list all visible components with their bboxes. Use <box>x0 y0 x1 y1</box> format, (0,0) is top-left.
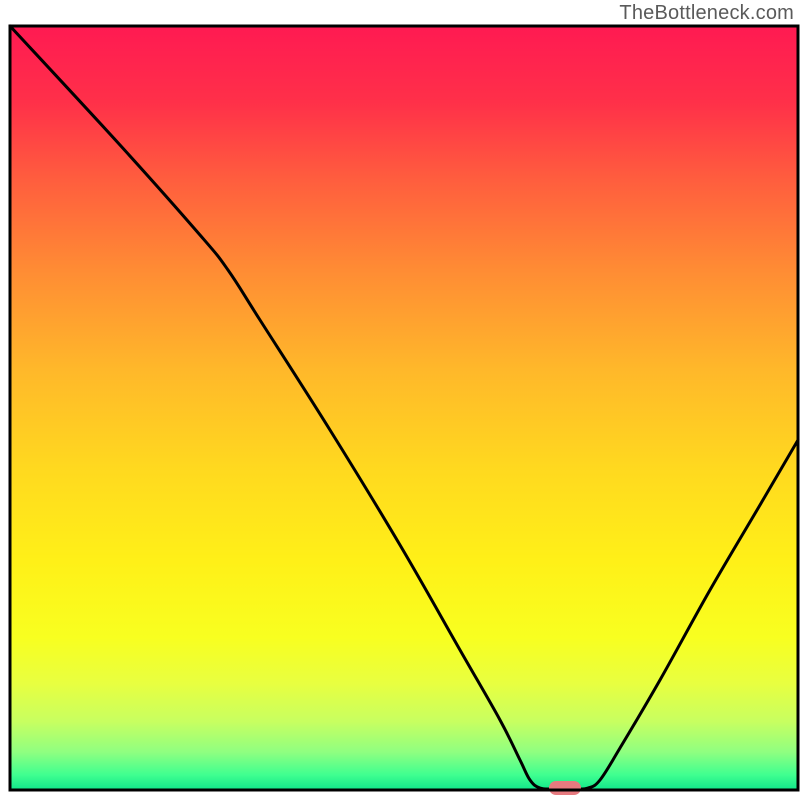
plot-background <box>10 26 798 790</box>
attribution-text: TheBottleneck.com <box>619 2 794 25</box>
optimal-marker <box>549 781 581 795</box>
bottleneck-chart <box>0 0 800 800</box>
chart-container: TheBottleneck.com <box>0 0 800 800</box>
